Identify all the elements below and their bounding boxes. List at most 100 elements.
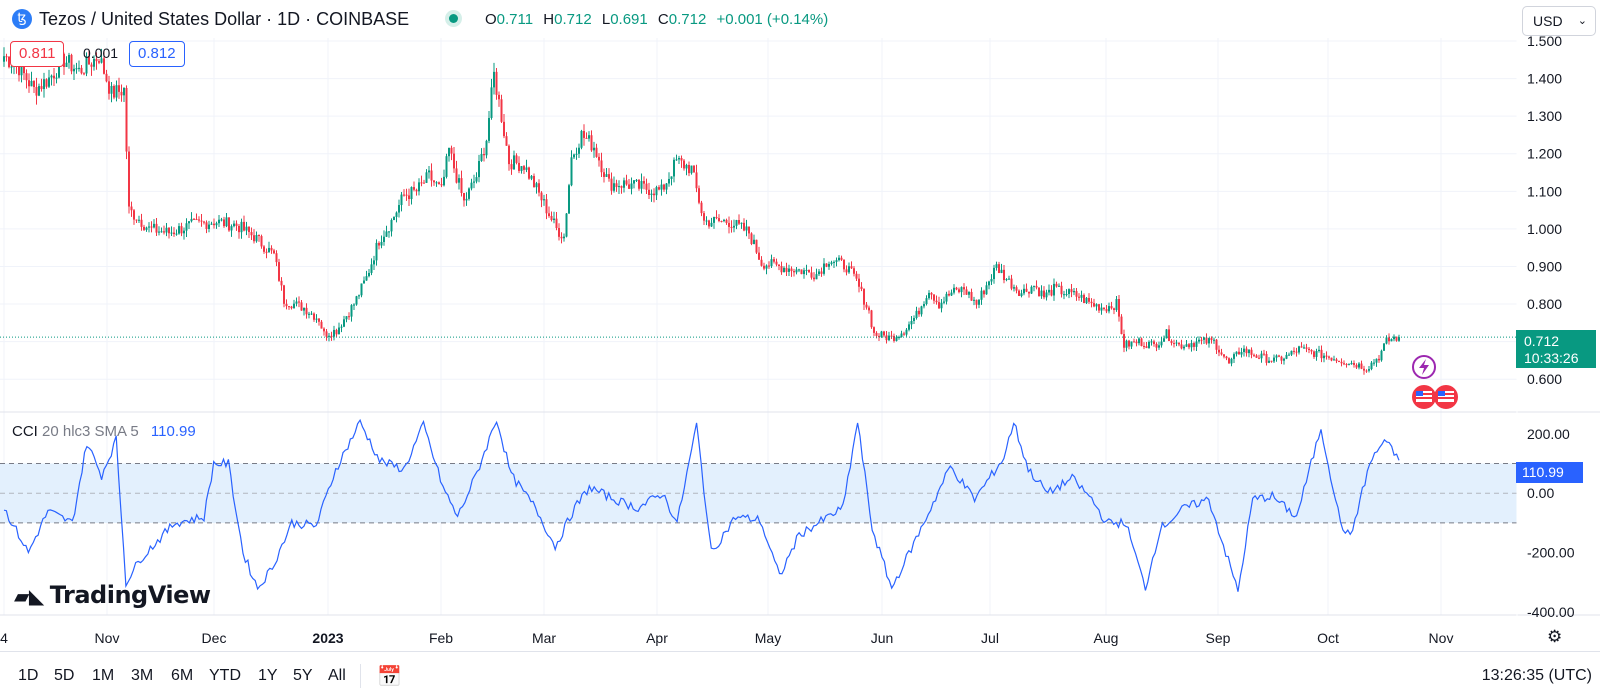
- candle: [1363, 365, 1365, 375]
- candle: [540, 191, 543, 208]
- candle: [870, 309, 873, 329]
- tradingview-logo[interactable]: ▰◣ TradingView: [14, 581, 211, 609]
- candle: [308, 311, 310, 319]
- range-button-5y[interactable]: 5Y: [293, 667, 313, 684]
- candle: [300, 300, 303, 311]
- cci-legend-value: 110.99: [150, 423, 196, 440]
- candle: [1163, 335, 1165, 343]
- candle: [873, 326, 875, 337]
- range-button-ytd[interactable]: YTD: [209, 667, 241, 684]
- lightning-event-icon[interactable]: [1412, 355, 1436, 379]
- candle: [408, 188, 410, 207]
- low-label: L: [601, 11, 611, 28]
- close-label: C: [657, 11, 669, 28]
- range-button-1d[interactable]: 1D: [18, 667, 39, 684]
- symbol-title[interactable]: Tezos / United States Dollar · 1D · COIN…: [39, 9, 410, 29]
- cci-axis[interactable]: 200.00 0.00 -200.00 -400.00: [1527, 426, 1575, 620]
- chart-canvas[interactable]: 1.500 1.400 1.300 1.200 1.100 1.000 0.900 0.800…: [0, 0, 1600, 651]
- candle: [748, 226, 750, 239]
- candle: [1175, 339, 1178, 347]
- candle: [760, 256, 763, 267]
- range-button-all[interactable]: All: [328, 667, 346, 684]
- candle: [200, 214, 203, 227]
- range-button-1m[interactable]: 1M: [92, 667, 115, 684]
- candle: [805, 264, 808, 276]
- bid-price-button[interactable]: 0.811: [10, 41, 65, 67]
- candle: [535, 181, 538, 194]
- candle: [1263, 349, 1265, 356]
- candle: [1335, 357, 1338, 364]
- candle: [108, 75, 110, 100]
- candle: [570, 150, 573, 187]
- candle: [690, 165, 693, 175]
- time-axis[interactable]: 4 Nov Dec 2023 Feb Mar Apr May Jun Jul Aug Sep Oct No…: [0, 630, 1453, 646]
- candle: [280, 277, 283, 291]
- range-button-1y[interactable]: 1Y: [258, 667, 278, 684]
- candle: [955, 286, 958, 291]
- candle: [533, 173, 535, 188]
- price-axis[interactable]: 1.500 1.400 1.300 1.200 1.100 1.000 0.900 0.800…: [1527, 33, 1562, 387]
- candle: [1388, 333, 1390, 345]
- candle: [1390, 338, 1393, 342]
- candle: [385, 225, 388, 237]
- candle: [1045, 289, 1048, 301]
- currency-select[interactable]: USD ⌄: [1522, 6, 1596, 36]
- range-button-6m[interactable]: 6M: [171, 667, 194, 684]
- candle: [825, 263, 828, 268]
- candle: [633, 180, 635, 189]
- cci-legend[interactable]: CCI 20 hlc3 SMA 5 110.99: [12, 423, 196, 440]
- candle: [85, 52, 88, 77]
- candle: [735, 219, 738, 230]
- candle: [975, 299, 978, 309]
- candle: [1360, 360, 1363, 370]
- candle: [1078, 293, 1080, 301]
- price-tick-label: 1.500: [1527, 33, 1562, 49]
- candle: [803, 267, 805, 279]
- ask-price-button[interactable]: 0.812: [129, 41, 185, 67]
- candle: [160, 227, 163, 233]
- candle: [135, 219, 138, 223]
- range-button-5d[interactable]: 5D: [54, 667, 75, 684]
- candle: [1183, 344, 1185, 351]
- range-button-3m[interactable]: 3M: [131, 667, 154, 684]
- candle: [1070, 283, 1073, 298]
- candle: [395, 211, 398, 223]
- candle: [448, 147, 450, 162]
- candle: [438, 181, 440, 185]
- candle: [508, 144, 510, 171]
- candle: [233, 220, 235, 228]
- calendar-range-icon[interactable]: 📅: [377, 666, 402, 688]
- ohlc-legend: O0.711 H0.712 L0.691 C0.712 +0.001 (+0.1…: [485, 11, 834, 28]
- candle: [768, 261, 770, 269]
- candle: [335, 328, 338, 337]
- candle: [850, 261, 853, 270]
- candle: [393, 216, 395, 221]
- market-open-dot-icon[interactable]: [449, 14, 458, 23]
- candle: [685, 163, 688, 176]
- candle: [83, 72, 85, 76]
- tezos-icon[interactable]: ꜩ: [12, 9, 32, 29]
- candle: [328, 333, 330, 342]
- candle: [553, 211, 555, 224]
- candle: [1178, 342, 1180, 347]
- candle: [400, 192, 403, 212]
- candle: [1048, 284, 1050, 296]
- candle: [1330, 357, 1333, 362]
- candle: [598, 153, 600, 167]
- candle: [1265, 351, 1268, 366]
- candle: [958, 287, 960, 294]
- cci-legend-params: 20 hlc3 SMA 5: [42, 423, 139, 440]
- candle: [918, 307, 920, 317]
- candle: [1173, 339, 1175, 348]
- candle: [1293, 347, 1295, 355]
- us-flag-event-icon[interactable]: [1412, 385, 1458, 409]
- candle: [430, 163, 433, 187]
- candle: [798, 268, 800, 273]
- candle: [838, 255, 840, 262]
- candle: [155, 217, 158, 236]
- utc-clock[interactable]: 13:26:35 (UTC): [1481, 667, 1592, 684]
- candle: [855, 271, 858, 282]
- gear-icon[interactable]: ⚙: [1547, 627, 1563, 646]
- candle: [1218, 345, 1220, 357]
- candle: [1268, 357, 1270, 364]
